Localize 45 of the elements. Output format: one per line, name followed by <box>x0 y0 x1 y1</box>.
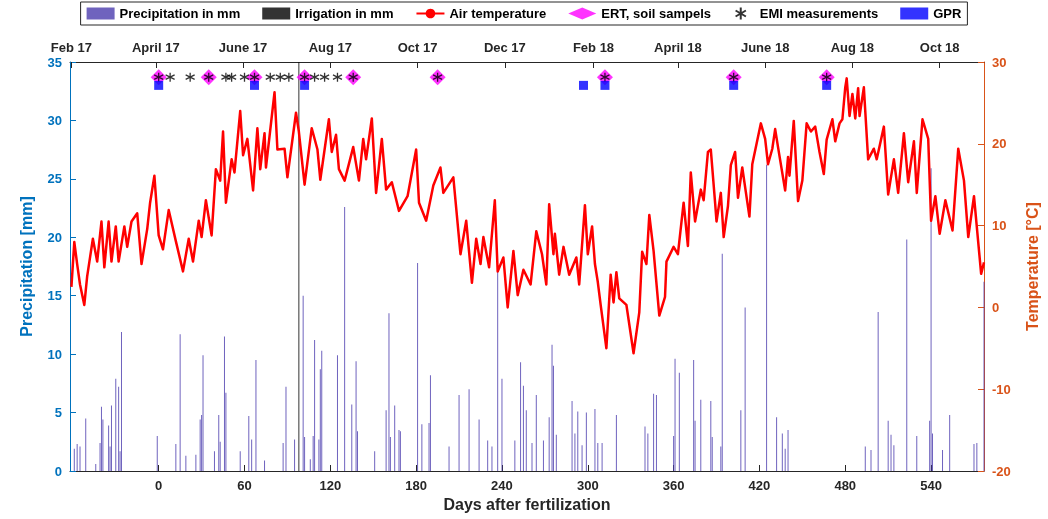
x2-tick-label: Aug 17 <box>308 40 352 55</box>
x-tick-label: 180 <box>405 478 427 493</box>
y-axis-title: Precipitation [mm] <box>17 196 35 337</box>
legend-label: EMI measurements <box>759 6 879 21</box>
x-tick-label: 0 <box>155 478 163 493</box>
y2-tick-label: -20 <box>992 463 1011 479</box>
x-tick-label: 300 <box>576 478 599 493</box>
x2-tick-label: Feb 18 <box>572 40 615 55</box>
y2-tick-label: -10 <box>992 381 1011 397</box>
y-tick-label: 0 <box>54 463 62 479</box>
legend-label: ERT, soil sampels <box>601 6 712 21</box>
x-tick-label: 120 <box>319 478 342 493</box>
x-tick-label: 60 <box>237 478 252 493</box>
legend-label: GPR <box>933 6 963 21</box>
y-tick-label: 30 <box>47 112 62 128</box>
x-tick-label: 540 <box>920 478 942 493</box>
y-tick-label: 25 <box>47 171 62 187</box>
y-tick-label: 5 <box>54 405 62 421</box>
x2-tick-label: June 17 <box>218 40 268 55</box>
legend-label: Precipitation in mm <box>119 6 241 21</box>
y2-axis-title: Temperature [°C] <box>1023 202 1041 331</box>
x2-tick-label: June 18 <box>740 40 790 55</box>
line-series <box>70 77 986 355</box>
y-tick-label: 35 <box>47 54 62 70</box>
y2-tick-label: 30 <box>992 54 1007 70</box>
legend-label: Air temperature <box>449 6 547 21</box>
x2-tick-label: April 17 <box>131 40 180 55</box>
x2-tick-label: Dec 17 <box>483 40 526 55</box>
x-tick-label: 420 <box>748 478 771 493</box>
y2-tick-label: 20 <box>992 136 1007 152</box>
x-tick-label: 240 <box>491 478 513 493</box>
y-tick-label: 20 <box>47 229 62 245</box>
legend-label: Irrigation in mm <box>295 6 394 21</box>
x-axis-title: Days after fertilization <box>443 496 611 514</box>
y-tick-label: 15 <box>47 288 62 304</box>
x2-tick-label: Oct 18 <box>919 40 960 55</box>
x2-tick-label: Oct 17 <box>397 40 438 55</box>
y-tick-label: 10 <box>47 346 62 362</box>
x2-tick-label: Feb 17 <box>50 40 93 55</box>
y2-tick-label: 10 <box>992 218 1007 234</box>
x-tick-label: 360 <box>662 478 685 493</box>
y2-tick-label: 0 <box>992 299 1000 315</box>
x-tick-label: 480 <box>834 478 857 493</box>
x2-tick-label: April 18 <box>654 40 702 55</box>
x2-tick-label: Aug 18 <box>830 40 875 55</box>
